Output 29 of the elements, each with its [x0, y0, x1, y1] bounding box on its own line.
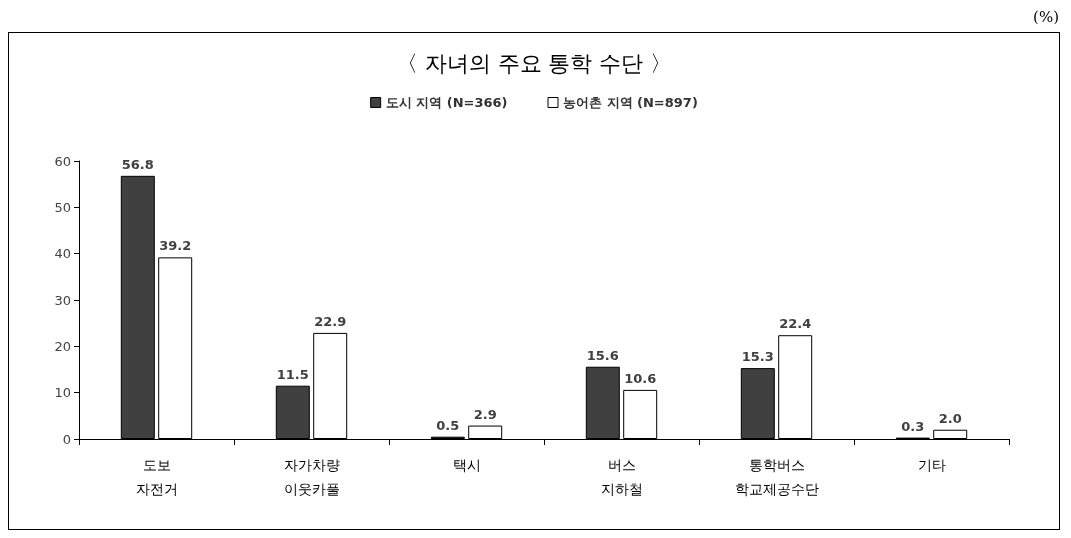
- x-tick-label: 택시: [452, 457, 481, 473]
- chart-title: 〈 자녀의 주요 통학 수단 〉: [395, 50, 673, 76]
- data-label: 56.8: [121, 156, 154, 172]
- x-tick-label: 도보 자전거: [135, 457, 178, 497]
- y-tick-label: 0: [62, 431, 71, 447]
- data-label: 15.6: [586, 347, 619, 363]
- data-label: 39.2: [159, 238, 192, 254]
- y-tick-label: 60: [54, 153, 71, 169]
- y-tick-label: 10: [54, 385, 71, 401]
- data-label: 2.0: [938, 410, 962, 426]
- data-label: 15.3: [741, 349, 774, 365]
- data-label: 0.3: [901, 418, 925, 434]
- y-tick-label: 20: [54, 338, 71, 354]
- data-label: 2.9: [473, 406, 497, 422]
- x-tick-label: 버스 지하철: [600, 457, 643, 497]
- x-tick-label: 기타: [917, 457, 946, 473]
- y-tick-label: 30: [54, 292, 71, 308]
- x-tick-label: 자가차량 이웃카풀: [283, 457, 340, 497]
- x-tick-label: 통학버스 학교제공수단: [734, 457, 819, 497]
- data-label: 10.6: [624, 370, 657, 386]
- text: (%): [1033, 8, 1059, 26]
- legend-label: 도시 지역 (N=366): [385, 95, 508, 110]
- data-label: 22.9: [314, 313, 347, 329]
- y-tick-label: 40: [54, 246, 71, 262]
- y-tick-label: 50: [54, 199, 71, 215]
- data-label: 22.4: [779, 316, 812, 332]
- data-label: 11.5: [276, 366, 309, 382]
- legend-label: 농어촌 지역 (N=897): [563, 95, 698, 110]
- data-label: 0.5: [436, 417, 460, 433]
